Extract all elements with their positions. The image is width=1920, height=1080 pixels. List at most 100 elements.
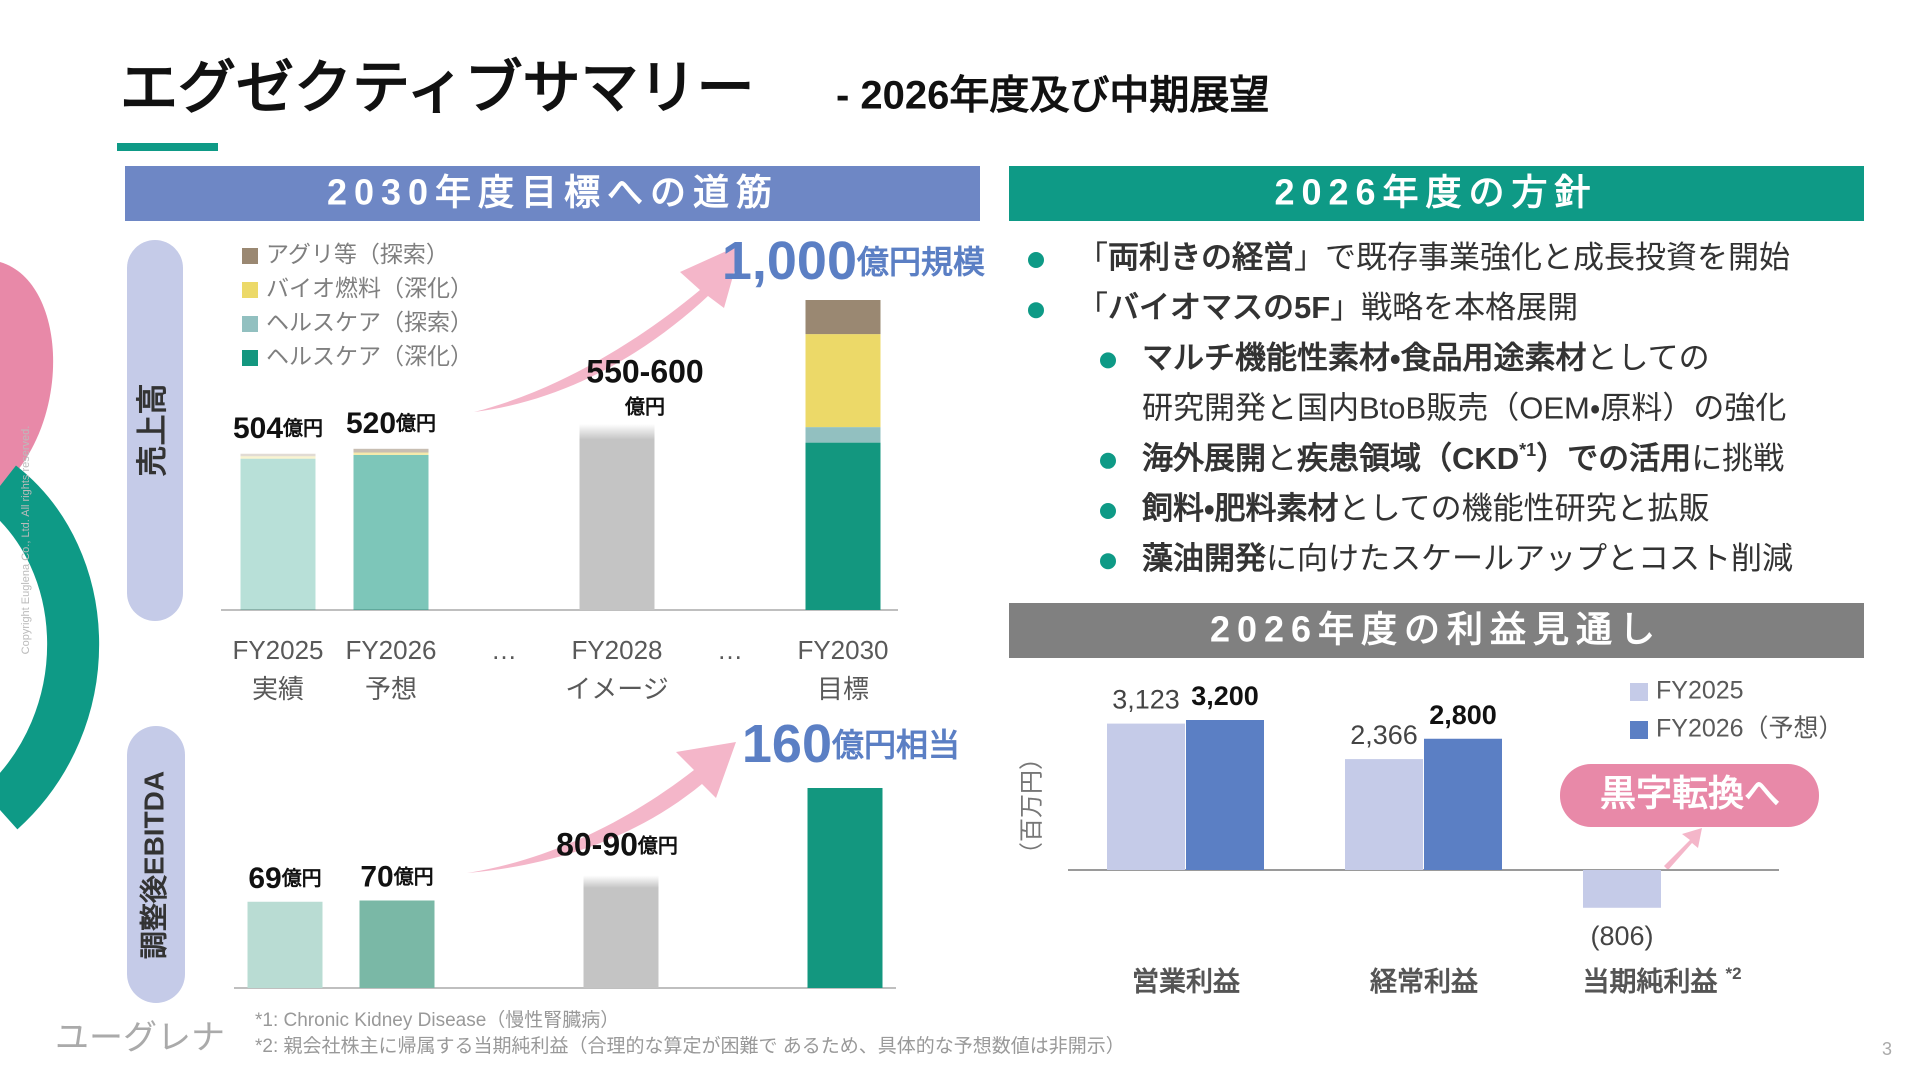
policy-text: 疾患領域（CKD bbox=[1297, 441, 1519, 476]
bar bbox=[359, 900, 435, 988]
revenue-label: 売上高 bbox=[135, 384, 170, 477]
range-unit: 億円 bbox=[624, 394, 665, 418]
category: 当期純利益 bbox=[1582, 966, 1718, 997]
x-tick-label: … bbox=[717, 635, 743, 665]
footnote: *1: Chronic Kidney Disease（慢性腎臓病） bbox=[255, 1009, 619, 1031]
policy-line: 「バイオマスの5F」戦略を本格展開 bbox=[1077, 290, 1578, 325]
range-unit: 億円 bbox=[637, 834, 678, 858]
bar bbox=[1583, 870, 1661, 908]
value-label: 3,200 bbox=[1191, 681, 1259, 711]
policy-text: と bbox=[1266, 441, 1297, 476]
profit-heading: 2026年度の利益見通し bbox=[1210, 609, 1662, 650]
legend-swatch bbox=[1630, 721, 1648, 739]
x-tick-label: 営業利益 bbox=[1132, 966, 1241, 997]
legend-swatch bbox=[242, 350, 258, 366]
bar-segment bbox=[240, 456, 316, 459]
policy-text: としての機能性研究と拡販 bbox=[1339, 491, 1710, 526]
value-label: 160億円相当 bbox=[742, 714, 960, 774]
bar-segment bbox=[805, 300, 881, 335]
policy-text: 海外展開 bbox=[1142, 441, 1266, 476]
ebitda-pill bbox=[127, 726, 185, 1003]
decoration-teal bbox=[0, 465, 100, 830]
category-note: *2 bbox=[1725, 964, 1741, 983]
revenue-pill bbox=[127, 240, 183, 621]
bar bbox=[1107, 723, 1185, 870]
category: 営業利益 bbox=[1132, 966, 1241, 997]
range-bar bbox=[583, 875, 659, 988]
bullet bbox=[1100, 452, 1116, 469]
policy-text: ）での活用 bbox=[1536, 441, 1691, 476]
policy-line: 海外展開と疾患領域（CKD*1）での活用に挑戦 bbox=[1142, 440, 1784, 476]
value-unit: 億円 bbox=[281, 866, 322, 890]
profit-header bbox=[1009, 603, 1864, 658]
total-unit: 億円規模 bbox=[856, 244, 985, 280]
bar-segment bbox=[240, 458, 316, 610]
legend-label: ヘルスケア（探索） bbox=[266, 309, 473, 335]
policy-line: 藻油開発に向けたスケールアップとコスト削減 bbox=[1142, 541, 1793, 576]
x-tick-label: FY2028 bbox=[571, 635, 662, 665]
bar-segment bbox=[805, 442, 881, 610]
range-value: 80-90 bbox=[556, 827, 638, 863]
policy-text: に挑戦 bbox=[1691, 441, 1784, 476]
x-tick-label: FY2025 bbox=[232, 635, 323, 665]
growth-arrow bbox=[474, 244, 742, 412]
policy-text: バイオマスの5F bbox=[1108, 290, 1330, 325]
growth-arrow bbox=[467, 742, 736, 873]
legend-swatch bbox=[242, 316, 258, 332]
policy-text: 両利きの経営 bbox=[1108, 240, 1294, 275]
x-tick-label: 目標 bbox=[817, 674, 869, 704]
policy-line: 飼料・肥料素材としての機能性研究と拡販 bbox=[1141, 491, 1710, 526]
policy-line: 研究開発と国内BtoB販売（OEM・原料）の強化 bbox=[1142, 391, 1786, 426]
x-tick-label: 経常利益 bbox=[1370, 966, 1479, 997]
logo: ユーグレナ bbox=[55, 1019, 225, 1057]
annotation-pill bbox=[1560, 764, 1819, 827]
policy-text: 「 bbox=[1077, 240, 1108, 275]
bar-segment bbox=[240, 453, 316, 457]
bullet bbox=[1100, 352, 1116, 369]
total-unit: 億円 bbox=[282, 416, 323, 440]
policy-text: 研究開発と国内BtoB販売（OEM・原料）の強化 bbox=[1142, 391, 1786, 426]
page-number: 3 bbox=[1882, 1039, 1892, 1059]
value: 70 bbox=[360, 860, 393, 893]
total-label: 520億円 bbox=[346, 407, 436, 440]
value-label: 2,800 bbox=[1429, 700, 1497, 730]
annotation: 黒字転換へ bbox=[1600, 773, 1780, 814]
decoration-pink bbox=[0, 262, 54, 488]
range-label: 80-90億円 bbox=[556, 827, 678, 863]
policy-header bbox=[1009, 166, 1864, 221]
total-unit: 億円 bbox=[395, 411, 436, 435]
policy-text: としての bbox=[1587, 341, 1710, 376]
policy-text: 飼料・肥料素材 bbox=[1141, 491, 1339, 526]
policy-text: 」で既存事業強化と成長投資を開始 bbox=[1294, 240, 1790, 275]
footnote: *2: 親会社株主に帰属する当期純利益（合理的な算定が困難で あるため、具体的な… bbox=[255, 1035, 1125, 1057]
policy-text: *1 bbox=[1519, 440, 1536, 460]
value-unit: 億円相当 bbox=[831, 727, 960, 763]
ebitda-label: 調整後EBITDA bbox=[138, 771, 169, 959]
title: エグゼクティブサマリー bbox=[120, 55, 755, 120]
x-tick-label: … bbox=[491, 635, 517, 665]
bar bbox=[1424, 738, 1502, 870]
x-tick-label: 当期純利益 *2 bbox=[1582, 964, 1741, 997]
value: 69 bbox=[248, 862, 281, 895]
value-label: 69億円 bbox=[248, 862, 321, 895]
x-tick-label: イメージ bbox=[565, 674, 668, 704]
range-label: 550-600 bbox=[586, 353, 703, 389]
policy-heading: 2026年度の方針 bbox=[1274, 172, 1597, 213]
legend-label: FY2025 bbox=[1656, 677, 1744, 705]
policy-line: 「両利きの経営」で既存事業強化と成長投資を開始 bbox=[1077, 240, 1790, 275]
bar-segment bbox=[353, 452, 429, 455]
roadmap-header bbox=[125, 166, 980, 221]
value: 160 bbox=[742, 714, 832, 774]
x-tick-label: FY2030 bbox=[797, 635, 888, 665]
total-label: 1,000億円規模 bbox=[722, 231, 985, 291]
bullet bbox=[1100, 553, 1116, 570]
bullet bbox=[1028, 302, 1044, 319]
legend-label: FY2026（予想） bbox=[1656, 715, 1844, 743]
x-tick-label: FY2026 bbox=[345, 635, 436, 665]
legend-label: バイオ燃料（深化） bbox=[266, 275, 473, 301]
bullet bbox=[1028, 252, 1044, 268]
bar-segment bbox=[805, 427, 881, 443]
x-tick-label: 予想 bbox=[365, 674, 417, 704]
